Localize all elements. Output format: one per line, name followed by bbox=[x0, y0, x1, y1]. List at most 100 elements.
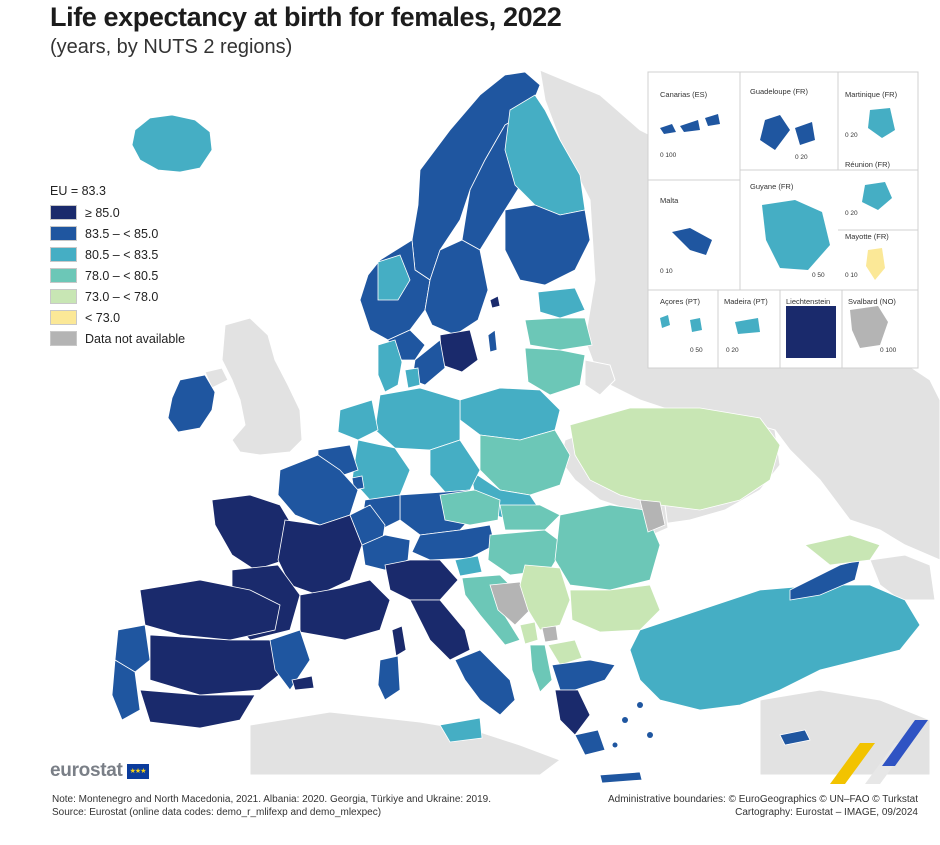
legend-item: 73.0 – < 78.0 bbox=[50, 286, 185, 307]
greek-island[interactable] bbox=[612, 742, 618, 748]
region-germany-west[interactable] bbox=[351, 439, 411, 501]
north-africa-nodata bbox=[249, 711, 562, 776]
region-turkiye-east-dark[interactable] bbox=[789, 559, 861, 601]
region-italy-south[interactable] bbox=[454, 649, 516, 716]
region-crete[interactable] bbox=[599, 771, 643, 784]
inset-label-canarias: Canarias (ES) bbox=[660, 90, 708, 99]
region-lithuania[interactable] bbox=[524, 347, 586, 396]
caucasus-nodata bbox=[869, 554, 936, 601]
region-bulgaria[interactable] bbox=[569, 584, 661, 633]
legend-item: Data not available bbox=[50, 328, 185, 349]
region-italy-central[interactable] bbox=[409, 599, 471, 661]
region-ukraine[interactable] bbox=[569, 407, 781, 511]
region-cyprus[interactable] bbox=[779, 729, 811, 746]
region-montenegro[interactable] bbox=[519, 621, 539, 645]
region-north-macedonia[interactable] bbox=[547, 639, 583, 666]
region-portugal-north[interactable] bbox=[114, 624, 151, 673]
region-iceland[interactable] bbox=[131, 114, 213, 173]
region-latvia[interactable] bbox=[524, 317, 593, 351]
legend-swatch bbox=[50, 205, 77, 220]
france bbox=[211, 454, 407, 657]
greek-island[interactable] bbox=[637, 702, 643, 708]
region-italy-north[interactable] bbox=[384, 559, 459, 601]
region-corsica[interactable] bbox=[391, 625, 407, 657]
legend-swatch bbox=[50, 331, 77, 346]
region-denmark[interactable] bbox=[377, 339, 403, 393]
inset-madeira-shape bbox=[735, 318, 760, 334]
region-turkiye[interactable] bbox=[629, 584, 921, 711]
region-bosnia-nodata bbox=[489, 581, 531, 626]
inset-canarias-shape bbox=[660, 114, 720, 134]
legend-item: 80.5 – < 83.5 bbox=[50, 244, 185, 265]
inset-liechtenstein-shape bbox=[786, 306, 836, 358]
inset-label-svalbard: Svalbard (NO) bbox=[848, 297, 896, 306]
flag-stars: ★★★ bbox=[129, 767, 147, 775]
source-line: Source: Eurostat (online data codes: dem… bbox=[52, 807, 382, 818]
inset-scale-guyane: 0 50 bbox=[812, 272, 825, 279]
map-subtitle: (years, by NUTS 2 regions) bbox=[50, 36, 293, 58]
region-spain-central[interactable] bbox=[149, 634, 286, 696]
inset-label-guadeloupe: Guadeloupe (FR) bbox=[750, 87, 808, 96]
legend-swatch bbox=[50, 268, 77, 283]
uk-nodata bbox=[221, 317, 303, 456]
region-austria[interactable] bbox=[411, 524, 496, 561]
region-denmark-islands[interactable] bbox=[404, 367, 421, 389]
inset-label-mayotte: Mayotte (FR) bbox=[845, 232, 889, 241]
legend-label: ≥ 85.0 bbox=[85, 205, 120, 220]
inset-scale-svalbard: 0 100 bbox=[880, 347, 897, 354]
region-ireland[interactable] bbox=[167, 374, 216, 433]
inset-reunion-shape bbox=[862, 182, 892, 210]
greek-island[interactable] bbox=[647, 732, 653, 738]
region-sardinia[interactable] bbox=[377, 655, 401, 701]
region-spain-south[interactable] bbox=[139, 689, 256, 729]
region-sweden-stockholm[interactable] bbox=[439, 329, 479, 373]
region-aland[interactable] bbox=[489, 295, 501, 309]
region-gotland[interactable] bbox=[487, 329, 498, 353]
region-spain-east[interactable] bbox=[269, 629, 311, 691]
region-georgia[interactable] bbox=[804, 534, 881, 566]
region-norway-west[interactable] bbox=[377, 254, 411, 301]
region-greece-central[interactable] bbox=[554, 689, 591, 736]
region-serbia[interactable] bbox=[519, 564, 571, 631]
inset-malta-shape bbox=[672, 228, 712, 255]
region-france-south-east[interactable] bbox=[299, 579, 391, 641]
region-germany-north[interactable] bbox=[374, 387, 461, 451]
legend-label: Data not available bbox=[85, 331, 186, 346]
region-slovakia[interactable] bbox=[499, 504, 561, 531]
eurostat-logo: eurostat ★★★ bbox=[50, 760, 149, 782]
region-netherlands[interactable] bbox=[337, 399, 379, 441]
region-albania[interactable] bbox=[529, 644, 553, 693]
inset-scale-martinique: 0 20 bbox=[845, 132, 858, 139]
region-sweden-mid[interactable] bbox=[424, 239, 489, 336]
inset-label-madeira: Madeira (PT) bbox=[724, 297, 768, 306]
region-slovenia[interactable] bbox=[454, 555, 483, 577]
region-czechia[interactable] bbox=[439, 489, 501, 526]
region-finland-south[interactable] bbox=[504, 204, 591, 286]
region-sicily[interactable] bbox=[439, 717, 483, 743]
inset-guyane-shape bbox=[762, 200, 830, 270]
region-poland-north[interactable] bbox=[459, 387, 561, 441]
legend-label: 73.0 – < 78.0 bbox=[85, 289, 159, 304]
inset-label-reunion: Réunion (FR) bbox=[845, 160, 891, 169]
region-greece-south[interactable] bbox=[574, 729, 606, 756]
region-germany-east[interactable] bbox=[429, 439, 481, 493]
region-spain-north[interactable] bbox=[139, 579, 281, 641]
inset-martinique-shape bbox=[868, 108, 895, 138]
inset-scale-canarias: 0 100 bbox=[660, 152, 677, 159]
region-poland-central[interactable] bbox=[479, 429, 571, 496]
region-france-central[interactable] bbox=[277, 514, 363, 596]
inset-acores-shape bbox=[660, 315, 702, 332]
legend-label: 80.5 – < 83.5 bbox=[85, 247, 159, 262]
finland bbox=[489, 94, 591, 309]
region-estonia[interactable] bbox=[537, 287, 586, 319]
legend: EU = 83.3 ≥ 85.0 83.5 – < 85.0 80.5 – < … bbox=[50, 184, 185, 349]
greek-island[interactable] bbox=[622, 717, 628, 723]
inset-scale-madeira: 0 20 bbox=[726, 347, 739, 354]
legend-swatch bbox=[50, 247, 77, 262]
region-portugal-south[interactable] bbox=[111, 659, 141, 721]
inset-panel bbox=[647, 71, 919, 369]
region-balearic[interactable] bbox=[291, 675, 315, 691]
corner-decoration-icon bbox=[830, 720, 928, 784]
italy bbox=[377, 559, 516, 743]
region-greece-north[interactable] bbox=[551, 659, 616, 691]
